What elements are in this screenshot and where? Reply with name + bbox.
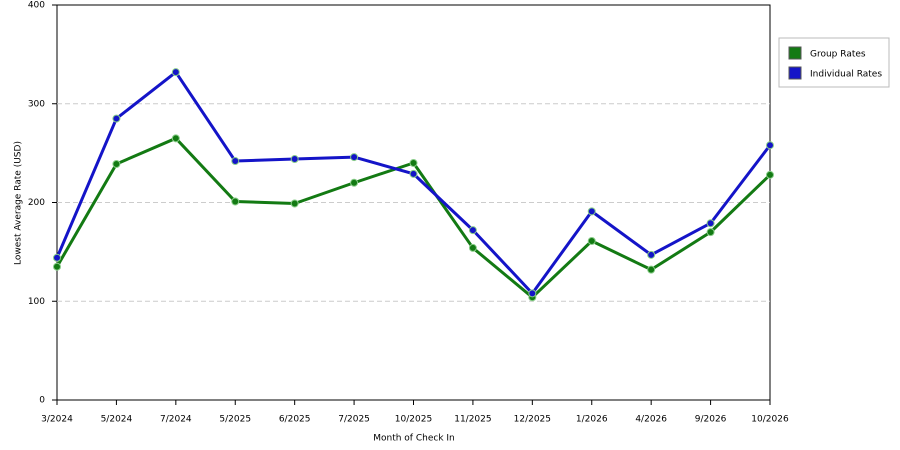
data-point <box>706 228 715 237</box>
y-tick-label: 300 <box>28 99 45 109</box>
legend-label: Individual Rates <box>810 70 882 80</box>
data-point <box>171 68 180 77</box>
x-tick-label: 1/2026 <box>576 415 608 425</box>
data-point <box>766 141 774 150</box>
y-axis-label: Lowest Average Rate (USD) <box>14 141 24 265</box>
x-tick-label: 11/2025 <box>454 415 491 425</box>
data-point <box>766 170 774 179</box>
legend-box <box>778 37 890 88</box>
data-point <box>409 169 418 178</box>
data-point <box>290 199 299 208</box>
x-tick-label: 3/2024 <box>41 415 73 425</box>
x-tick-label: 4/2026 <box>635 415 667 425</box>
x-tick-label: 6/2025 <box>279 415 311 425</box>
y-tick-label: 100 <box>28 297 45 307</box>
data-point <box>112 114 121 123</box>
data-point <box>647 250 656 259</box>
y-tick-label: 200 <box>28 198 45 208</box>
x-axis-label: Month of Check In <box>373 434 455 444</box>
data-point <box>53 253 61 262</box>
data-point <box>171 134 180 143</box>
data-point <box>587 237 596 246</box>
x-tick-label: 10/2025 <box>395 415 432 425</box>
data-point <box>350 153 359 162</box>
data-point <box>528 289 537 298</box>
x-tick-label: 7/2024 <box>160 415 192 425</box>
y-tick-label: 400 <box>28 1 45 11</box>
data-point <box>587 207 596 216</box>
x-tick-label: 12/2025 <box>514 415 551 425</box>
x-tick-label: 5/2025 <box>219 415 251 425</box>
data-point <box>468 226 477 235</box>
legend-swatch <box>788 46 802 60</box>
legend-swatch <box>788 66 802 80</box>
data-point <box>350 178 359 187</box>
data-point <box>231 197 240 206</box>
x-tick-label: 10/2026 <box>751 415 789 425</box>
y-tick-label: 0 <box>39 396 45 406</box>
series-line <box>55 70 772 295</box>
data-point <box>706 219 715 228</box>
x-tick-label: 7/2025 <box>338 415 370 425</box>
data-point <box>53 262 61 271</box>
legend-label: Group Rates <box>810 50 866 60</box>
data-point <box>231 157 240 166</box>
data-point <box>647 265 656 274</box>
data-point <box>290 155 299 164</box>
data-point <box>409 159 418 167</box>
data-point <box>112 159 121 168</box>
data-point <box>468 243 477 252</box>
x-tick-label: 9/2026 <box>695 415 727 425</box>
x-tick-label: 5/2024 <box>101 415 133 425</box>
